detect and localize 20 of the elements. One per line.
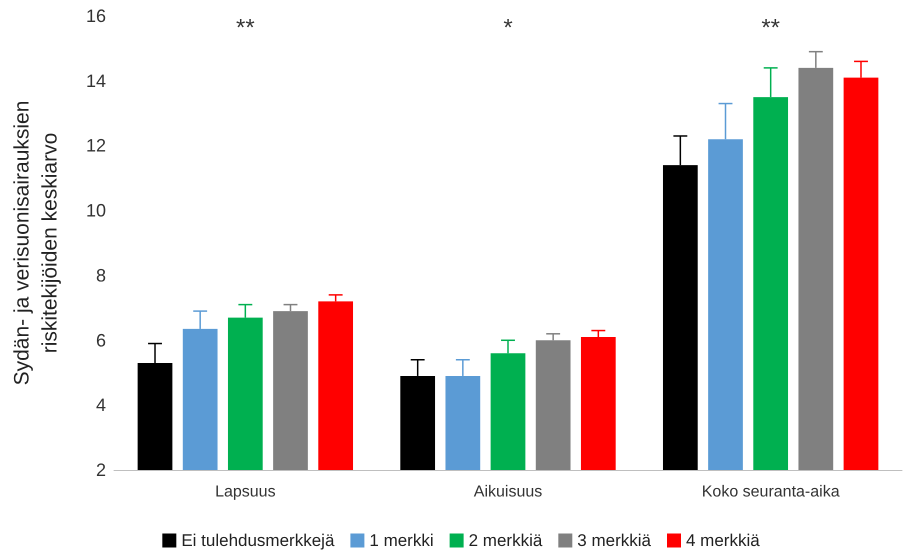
annotation: ** xyxy=(236,14,255,42)
legend-label: 2 merkkiä xyxy=(468,531,543,550)
y-tick-label: 4 xyxy=(96,395,106,416)
x-tick-label: Lapsuus xyxy=(215,484,276,500)
y-tick-label: 2 xyxy=(96,460,106,480)
y-tick-label: 16 xyxy=(86,6,106,26)
y-tick-label: 12 xyxy=(86,136,106,156)
legend-label: 3 merkkiä xyxy=(577,531,652,550)
y-tick-label: 14 xyxy=(86,70,106,91)
x-tick-label: Aikuisuus xyxy=(474,484,542,500)
legend-label: 4 merkkiä xyxy=(686,531,760,550)
y-tick-label: 8 xyxy=(96,265,106,286)
y-axis-title: Sydän- ja verisuonisairauksien riskitekijöiden keskiarvo xyxy=(10,100,62,386)
legend-label: Ei tulehdusmerkkejä xyxy=(181,531,335,550)
annotation: * xyxy=(503,14,513,42)
legend-label: 1 merkki xyxy=(369,531,434,550)
y-tick-label: 10 xyxy=(86,200,106,221)
annotation: ** xyxy=(761,14,780,42)
y-tick-label: 6 xyxy=(96,330,106,350)
x-tick-label: Koko seuranta-aika xyxy=(702,484,840,500)
